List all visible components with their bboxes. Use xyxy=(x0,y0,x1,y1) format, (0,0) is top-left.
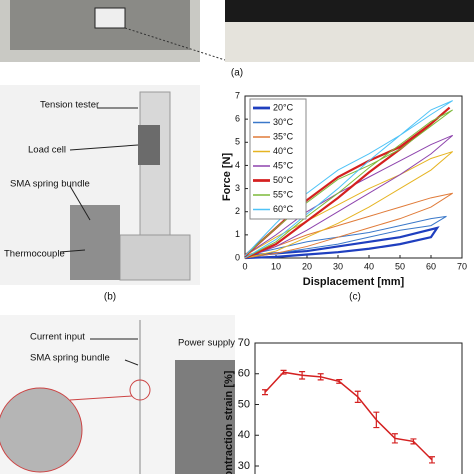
error-bar xyxy=(429,456,435,464)
power-supply xyxy=(175,360,235,474)
panel-label: (b) xyxy=(104,292,116,303)
x-tick-label: 50 xyxy=(395,261,405,271)
zoom-line xyxy=(124,27,226,61)
zoom-circle xyxy=(0,387,83,473)
series-line xyxy=(264,371,433,461)
legend-label: 55°C xyxy=(273,189,294,199)
y-tick-label: 5 xyxy=(235,137,240,147)
error-bar xyxy=(299,370,306,380)
error-bar xyxy=(317,373,324,381)
series-line xyxy=(244,109,453,259)
y-axis-label: Contraction strain [%] xyxy=(223,370,235,474)
annotation: Thermocouple xyxy=(4,249,65,260)
legend-label: 35°C xyxy=(273,131,294,141)
y-tick-label: 1 xyxy=(235,229,240,239)
pointer xyxy=(59,249,86,253)
legend-label: 30°C xyxy=(273,117,294,127)
spring-coils xyxy=(225,0,474,22)
series-line xyxy=(244,226,440,260)
error-bar xyxy=(410,438,417,445)
annotation: Tension tester xyxy=(40,100,99,111)
y-tick-label: 6 xyxy=(235,114,240,124)
annotation: Load cell xyxy=(28,145,66,156)
pointer xyxy=(69,185,91,221)
y-tick-label: 50 xyxy=(238,398,250,410)
error-bar xyxy=(354,390,361,403)
x-tick-label: 10 xyxy=(271,261,281,271)
zoom-circle xyxy=(129,379,151,401)
legend-label: 20°C xyxy=(273,102,294,112)
y-tick-label: 0 xyxy=(235,252,240,262)
panel-label: (a) xyxy=(231,68,243,79)
series-line xyxy=(244,151,454,259)
annotation: SMA spring bundle xyxy=(30,353,110,364)
y-tick-label: 60 xyxy=(238,368,250,380)
series-line xyxy=(244,215,447,259)
pointer xyxy=(124,359,139,366)
error-bar xyxy=(336,378,343,384)
x-tick-label: 20 xyxy=(302,261,312,271)
y-tick-label: 70 xyxy=(238,337,250,349)
legend-label: 45°C xyxy=(273,160,294,170)
error-bar xyxy=(262,389,268,396)
y-tick-label: 2 xyxy=(235,206,240,216)
error-bar xyxy=(373,411,380,429)
y-tick-label: 3 xyxy=(235,183,240,193)
y-axis-label: Force [N] xyxy=(221,153,233,202)
x-axis-label: Displacement [mm] xyxy=(303,276,405,288)
y-tick-label: 30 xyxy=(238,460,250,472)
plot-area xyxy=(254,342,463,474)
y-tick-label: 4 xyxy=(235,160,240,170)
annotation: Current input xyxy=(30,332,85,343)
error-bar xyxy=(391,433,398,444)
inset-photo xyxy=(70,205,120,280)
x-tick-label: 30 xyxy=(333,261,343,271)
series-line xyxy=(244,192,453,259)
legend-box xyxy=(249,98,307,220)
tester-base xyxy=(119,234,191,281)
pointer xyxy=(69,144,139,151)
x-tick-label: 40 xyxy=(364,261,374,271)
legend-label: 60°C xyxy=(273,204,294,214)
device-window xyxy=(94,7,126,29)
annotation: Power supply xyxy=(178,338,235,349)
annotation: SMA spring bundle xyxy=(10,179,90,190)
legend-label: 50°C xyxy=(273,175,294,185)
load-cell xyxy=(138,125,160,165)
tester-column xyxy=(139,91,171,253)
panel-label: (c) xyxy=(349,292,361,303)
legend-label: 40°C xyxy=(273,146,294,156)
x-tick-label: 60 xyxy=(426,261,436,271)
error-bar xyxy=(280,369,287,375)
zoom-line xyxy=(69,395,133,401)
y-tick-label: 40 xyxy=(238,429,250,441)
y-tick-label: 7 xyxy=(235,90,240,100)
series-line xyxy=(244,100,453,259)
x-tick-label: 70 xyxy=(457,261,467,271)
x-tick-label: 0 xyxy=(242,261,247,271)
